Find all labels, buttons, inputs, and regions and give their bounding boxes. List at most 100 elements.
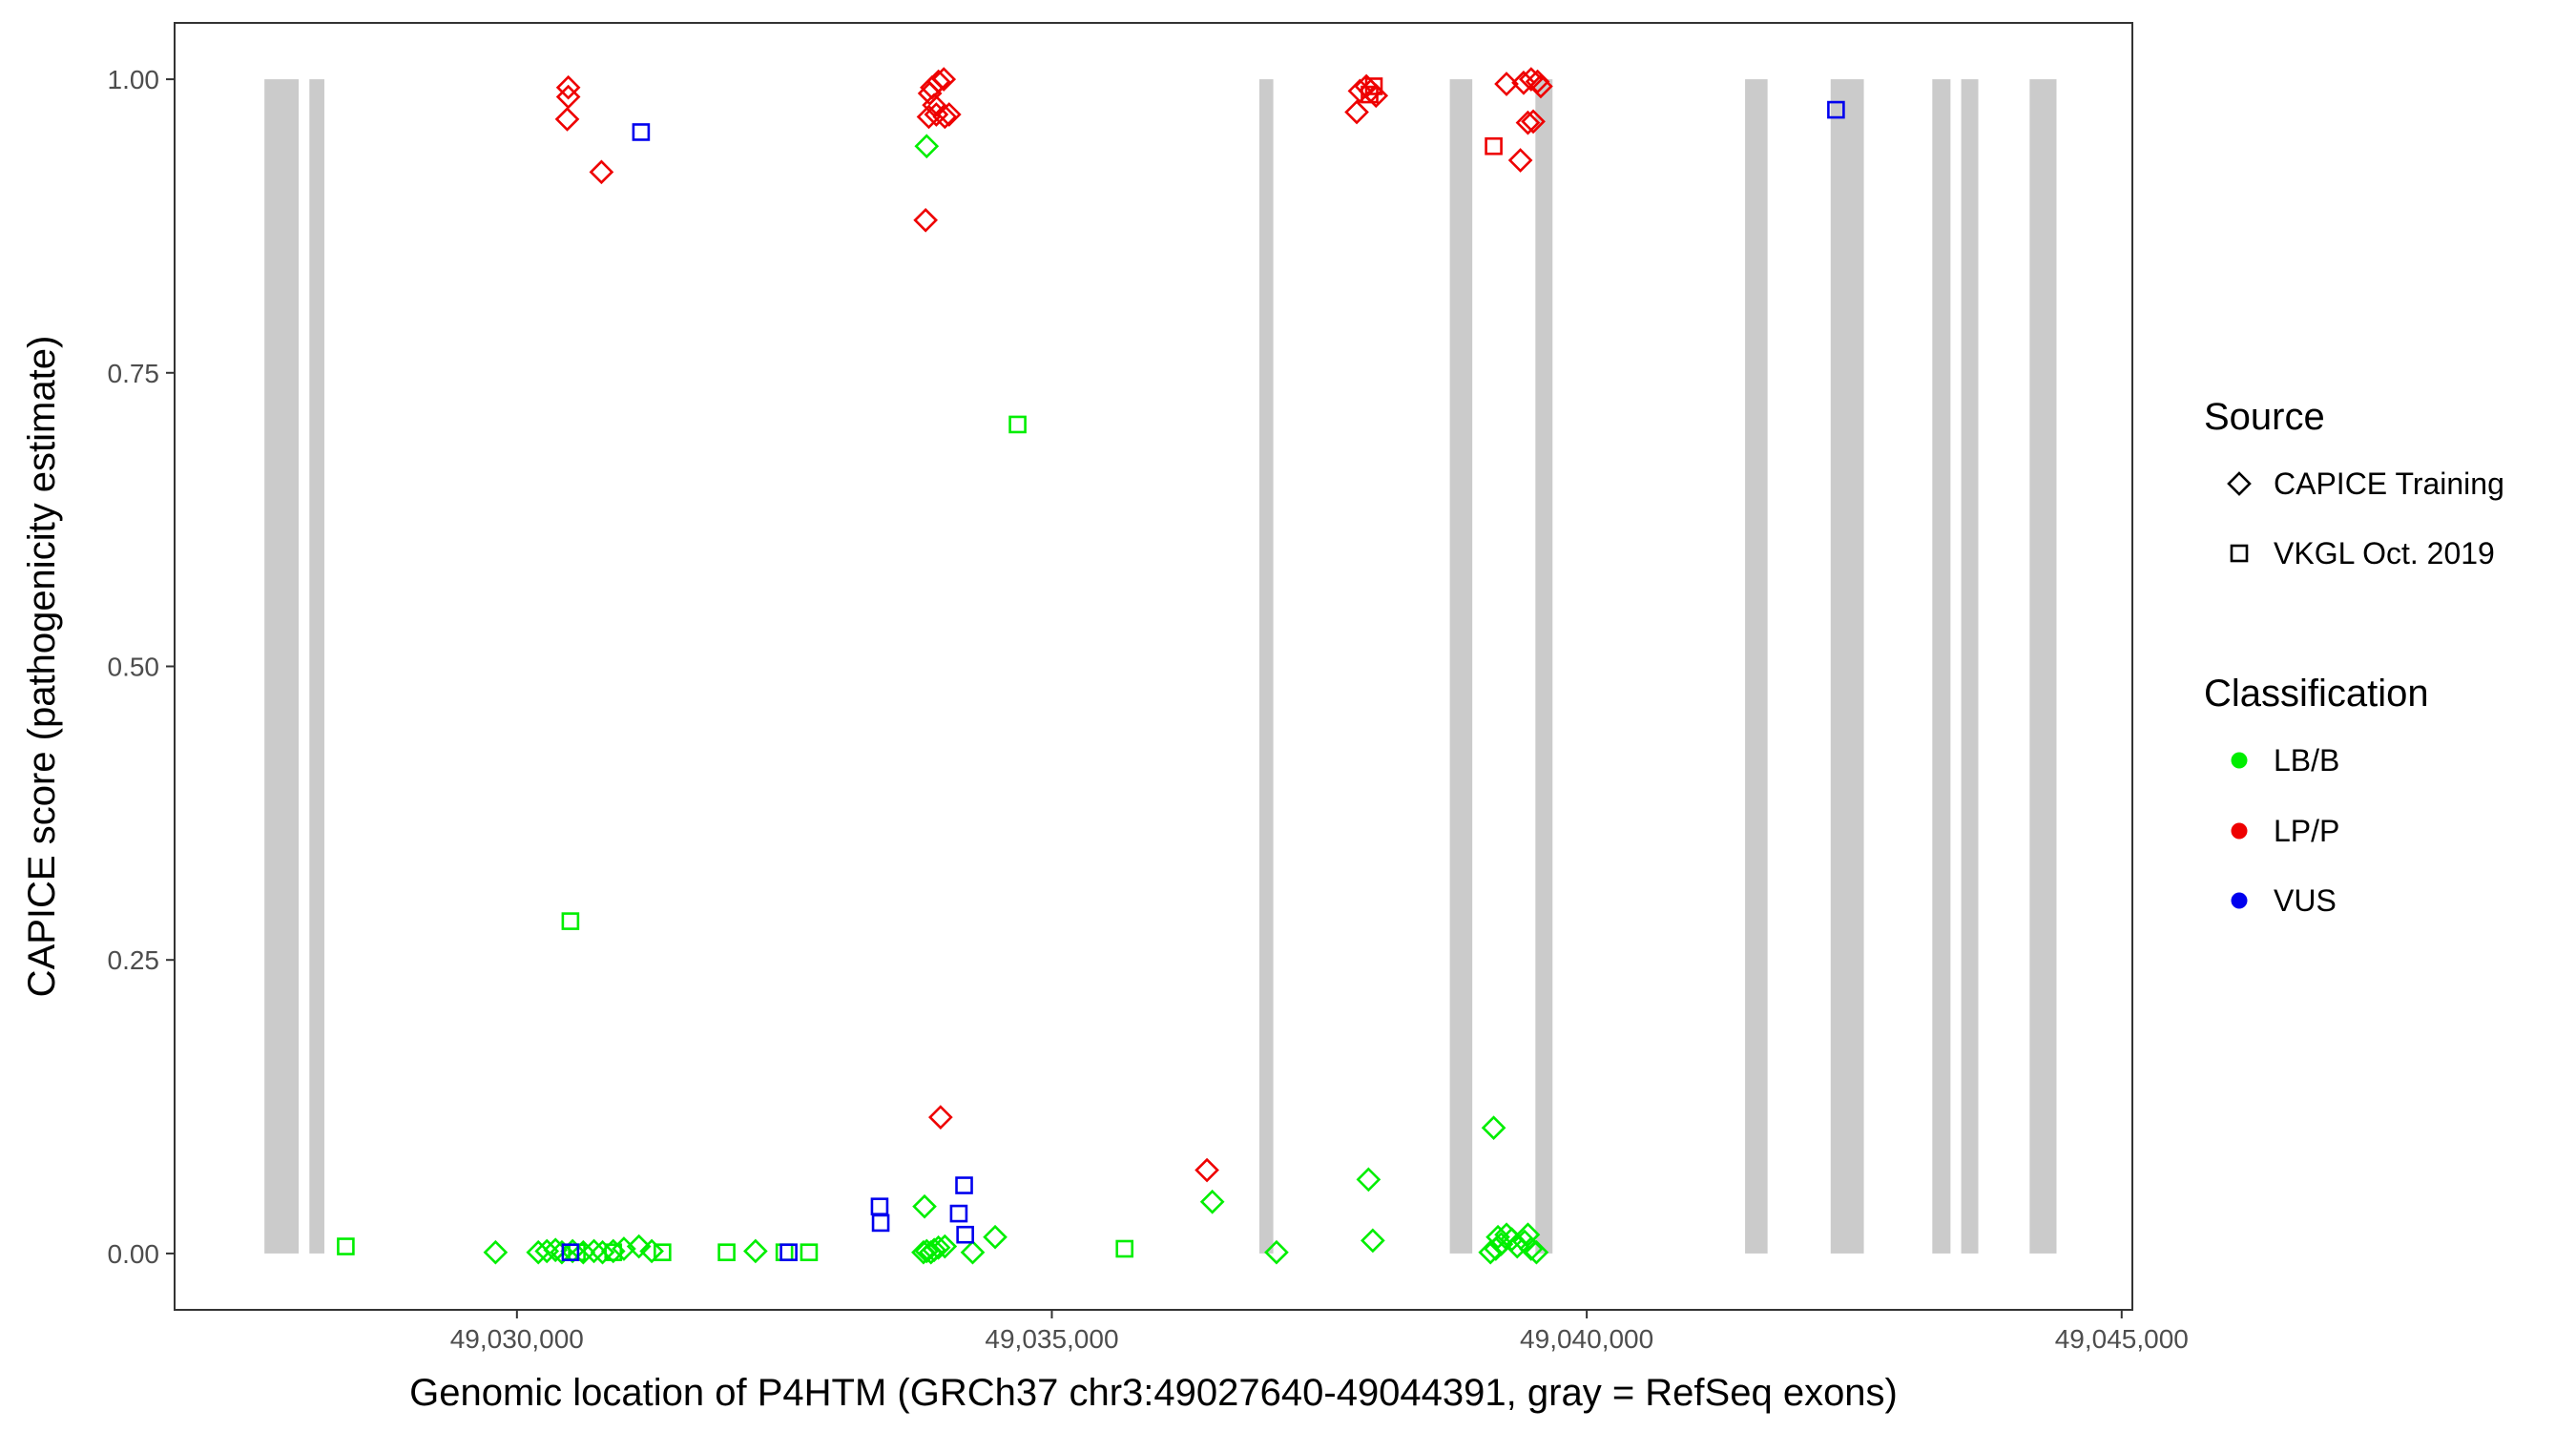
exon-band xyxy=(1259,79,1274,1254)
data-point-diamond xyxy=(1363,83,1389,109)
data-point-diamond xyxy=(1361,1228,1385,1254)
legend-dot-icon xyxy=(2231,892,2248,909)
data-point-diamond xyxy=(1515,110,1541,135)
data-point-square xyxy=(561,912,580,930)
x-axis-title: Genomic location of P4HTM (GRCh37 chr3:4… xyxy=(409,1372,1898,1414)
legend-dot-icon xyxy=(2231,752,2248,769)
data-point-diamond xyxy=(1507,148,1533,173)
data-point-diamond xyxy=(571,1239,596,1265)
data-point-diamond xyxy=(534,1238,560,1264)
data-point-diamond xyxy=(1478,1239,1504,1265)
data-point-diamond xyxy=(917,81,943,106)
exon-band xyxy=(1830,79,1864,1254)
data-point-diamond xyxy=(1515,1222,1541,1248)
y-tick-label: 0.00 xyxy=(108,1239,160,1269)
legend-dot-icon xyxy=(2231,822,2248,840)
data-point-square xyxy=(871,1213,890,1233)
data-point-square xyxy=(1827,100,1845,119)
x-tick-label: 49,030,000 xyxy=(450,1324,584,1354)
exon-band xyxy=(1449,79,1473,1254)
y-axis: 0.00 0.25 0.50 0.75 1.00 xyxy=(108,65,175,1269)
y-tick-label: 1.00 xyxy=(108,65,160,94)
data-point-diamond xyxy=(743,1238,768,1264)
data-point-diamond xyxy=(1488,1232,1514,1256)
data-point-diamond xyxy=(914,134,940,159)
data-point-square xyxy=(654,1243,672,1261)
legend-classification-items: LB/B LP/P VUS xyxy=(2231,743,2339,918)
data-point-diamond xyxy=(1521,109,1546,135)
data-point-diamond xyxy=(922,1237,946,1263)
data-point-diamond xyxy=(590,1239,615,1265)
data-point-square xyxy=(632,123,651,141)
data-point-diamond xyxy=(560,1238,585,1264)
data-point-square xyxy=(604,1243,623,1261)
data-point-diamond xyxy=(925,1234,951,1260)
exon-band xyxy=(1745,79,1768,1254)
y-axis-title: CAPICE score (pathogenicity estimate) xyxy=(21,336,63,998)
exon-band xyxy=(264,79,300,1254)
data-point-diamond xyxy=(932,1234,958,1259)
data-point-square xyxy=(779,1243,798,1261)
data-point-diamond xyxy=(1485,1224,1510,1250)
legend-classification-label: VUS xyxy=(2274,883,2337,918)
data-point-diamond xyxy=(626,1234,652,1259)
data-point-diamond xyxy=(912,1193,937,1219)
data-point-square xyxy=(561,1243,580,1261)
legend-source-items: CAPICE Training VKGL Oct. 2019 xyxy=(2227,467,2504,570)
data-point-square xyxy=(1115,1239,1134,1258)
legend-source-label: VKGL Oct. 2019 xyxy=(2274,536,2495,570)
data-point-diamond xyxy=(555,74,581,100)
data-point-square xyxy=(956,1225,974,1244)
legend-classification-title: Classification xyxy=(2204,673,2429,715)
data-point-diamond xyxy=(1518,1236,1544,1261)
data-point-diamond xyxy=(914,1238,940,1264)
exon-bands xyxy=(264,79,2057,1254)
data-point-square xyxy=(955,1176,973,1194)
legend: Source CAPICE Training VKGL Oct. 2019 Cla… xyxy=(2204,396,2504,918)
x-axis: 49,030,000 49,035,000 49,040,000 49,045,000 xyxy=(450,1310,2189,1354)
x-tick-label: 49,045,000 xyxy=(2055,1324,2189,1354)
legend-classification-label: LP/P xyxy=(2274,814,2339,848)
exon-band xyxy=(2029,79,2057,1254)
legend-square-icon xyxy=(2230,544,2249,563)
data-point-diamond xyxy=(1195,1157,1219,1183)
data-point-diamond xyxy=(1344,99,1369,125)
data-point-square xyxy=(949,1204,968,1223)
data-point-diamond xyxy=(1199,1189,1225,1214)
legend-source-label: CAPICE Training xyxy=(2274,467,2504,501)
exon-band xyxy=(1932,79,1951,1254)
data-point-square xyxy=(337,1237,355,1255)
data-point-square xyxy=(717,1243,736,1261)
data-point-diamond xyxy=(554,107,580,132)
exon-band xyxy=(309,79,324,1254)
data-point-diamond xyxy=(555,84,581,110)
data-point-square xyxy=(800,1243,819,1261)
data-point-diamond xyxy=(1264,1239,1289,1265)
data-point-diamond xyxy=(1524,1239,1549,1265)
data-point-diamond xyxy=(1356,1167,1381,1192)
legend-diamond-icon xyxy=(2227,471,2252,496)
data-point-diamond xyxy=(589,159,614,185)
data-point-square xyxy=(1361,85,1379,104)
data-point-diamond xyxy=(1494,72,1519,96)
y-tick-label: 0.50 xyxy=(108,653,160,682)
data-point-diamond xyxy=(1518,67,1544,92)
exon-band xyxy=(1535,79,1553,1254)
data-point-diamond xyxy=(483,1239,509,1265)
x-tick-label: 49,040,000 xyxy=(1520,1324,1653,1354)
data-points xyxy=(337,67,1845,1265)
x-tick-label: 49,035,000 xyxy=(985,1324,1118,1354)
data-point-diamond xyxy=(1528,73,1553,99)
data-point-diamond xyxy=(928,1105,953,1130)
data-point-square xyxy=(1008,415,1027,434)
data-point-diamond xyxy=(1481,1115,1506,1141)
data-point-diamond xyxy=(932,104,958,130)
data-point-diamond xyxy=(916,104,942,130)
data-point-diamond xyxy=(913,207,938,233)
data-point-diamond xyxy=(1483,1236,1508,1261)
legend-source-title: Source xyxy=(2204,396,2325,438)
exon-band xyxy=(1961,79,1979,1254)
data-point-square xyxy=(1485,136,1503,156)
